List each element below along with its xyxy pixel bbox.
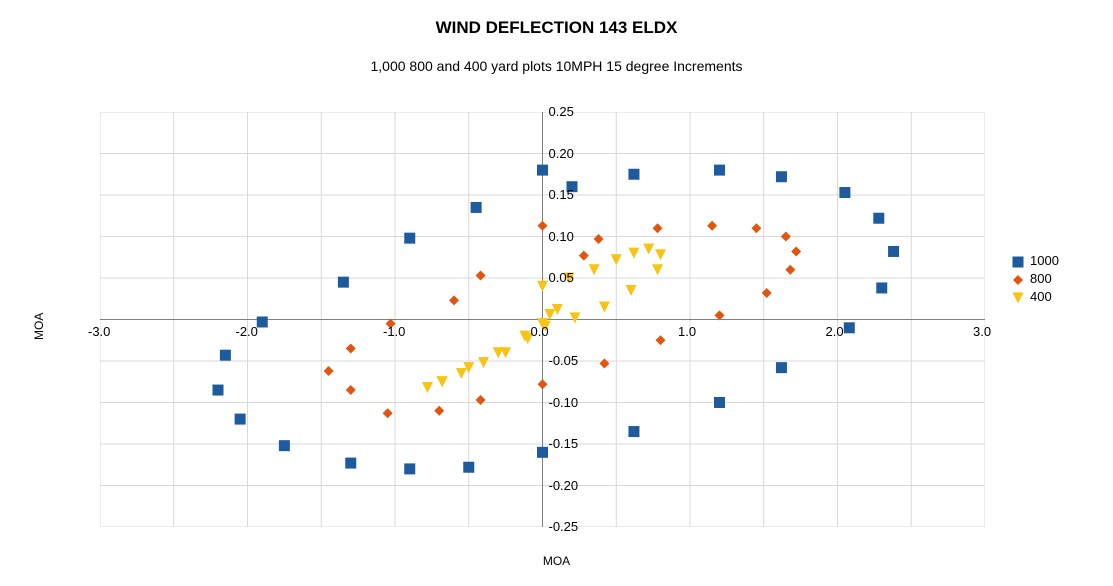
x-axis-label: MOA <box>0 554 1113 568</box>
legend-label: 400 <box>1030 289 1052 304</box>
y-tick-label: 0.25 <box>549 104 574 119</box>
legend-label: 800 <box>1030 271 1052 286</box>
x-tick-label: 2.0 <box>826 324 844 339</box>
legend-label: 1000 <box>1030 253 1059 268</box>
y-tick-label: 0.05 <box>549 270 574 285</box>
y-tick-label: 0.10 <box>549 229 574 244</box>
y-axis-label: MOA <box>32 313 46 340</box>
x-tick-label: -3.0 <box>88 324 110 339</box>
y-tick-label: 0.20 <box>549 146 574 161</box>
legend-item-400: 400 <box>1010 289 1059 304</box>
chart-subtitle: 1,000 800 and 400 yard plots 10MPH 15 de… <box>0 58 1113 74</box>
scatter-plot-svg <box>100 112 985 527</box>
x-tick-label: 1.0 <box>678 324 696 339</box>
legend-item-800: 800 <box>1010 271 1059 286</box>
y-tick-label: 0.15 <box>549 187 574 202</box>
chart-title: WIND DEFLECTION 143 ELDX <box>0 18 1113 38</box>
y-tick-label: -0.15 <box>549 436 579 451</box>
x-tick-label: 3.0 <box>973 324 991 339</box>
legend: 1000 800 400 <box>1010 250 1059 307</box>
y-tick-label: -0.20 <box>549 478 579 493</box>
x-tick-label: -1.0 <box>383 324 405 339</box>
x-tick-label: -2.0 <box>236 324 258 339</box>
x-tick-label: 0.0 <box>531 324 549 339</box>
y-tick-label: -0.05 <box>549 353 579 368</box>
y-tick-label: -0.25 <box>549 519 579 534</box>
y-tick-label: -0.10 <box>549 395 579 410</box>
legend-item-1000: 1000 <box>1010 253 1059 268</box>
